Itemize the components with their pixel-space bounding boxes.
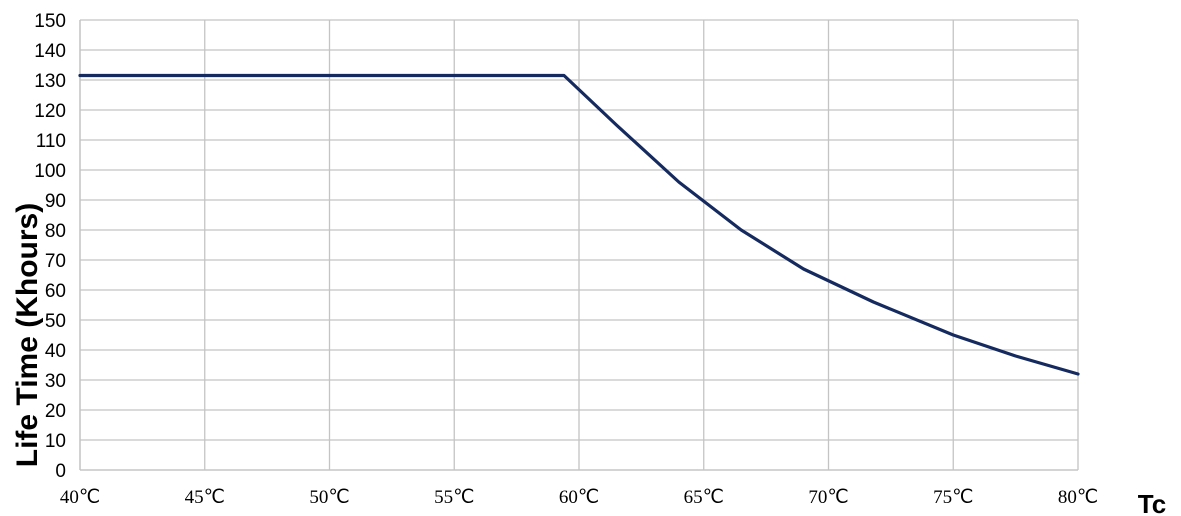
y-tick-label: 100 xyxy=(34,161,66,182)
y-tick-label: 70 xyxy=(45,251,66,272)
x-tick-label: 40℃ xyxy=(60,487,100,508)
y-tick-label: 110 xyxy=(36,131,66,152)
y-axis-label: Life Time (Khours) xyxy=(11,203,44,467)
y-axis-ticks: 0 10 20 30 40 50 60 70 80 90 100 110 120 130 140 150 xyxy=(34,11,66,482)
series-line xyxy=(78,73,1080,376)
x-axis-ticks: 40℃ 45℃ 50℃ 55℃ 60℃ 65℃ 70℃ 75℃ 80℃ xyxy=(60,487,1098,508)
x-tick-label: 80℃ xyxy=(1058,487,1098,508)
x-tick-label: 65℃ xyxy=(684,487,724,508)
y-tick-label: 150 xyxy=(34,11,66,32)
y-tick-label: 140 xyxy=(34,41,66,62)
y-tick-label: 60 xyxy=(45,281,66,302)
x-tick-label: 50℃ xyxy=(309,487,349,508)
y-tick-label: 0 xyxy=(55,461,66,482)
x-tick-label: 60℃ xyxy=(559,487,599,508)
y-tick-label: 40 xyxy=(45,341,66,362)
x-tick-label: 75℃ xyxy=(933,487,973,508)
y-tick-label: 80 xyxy=(45,221,66,242)
y-tick-label: 120 xyxy=(34,101,66,122)
x-axis-label: Tc xyxy=(1138,489,1166,516)
y-tick-label: 10 xyxy=(45,431,66,452)
y-tick-label: 30 xyxy=(45,371,66,392)
x-tick-label: 45℃ xyxy=(185,487,225,508)
x-tick-label: 55℃ xyxy=(434,487,474,508)
y-tick-label: 90 xyxy=(45,191,66,212)
series-group xyxy=(78,73,1080,376)
y-tick-label: 20 xyxy=(45,401,66,422)
y-tick-label: 130 xyxy=(34,71,66,92)
y-tick-label: 50 xyxy=(45,311,66,332)
grid xyxy=(79,19,1079,471)
x-tick-label: 70℃ xyxy=(808,487,848,508)
